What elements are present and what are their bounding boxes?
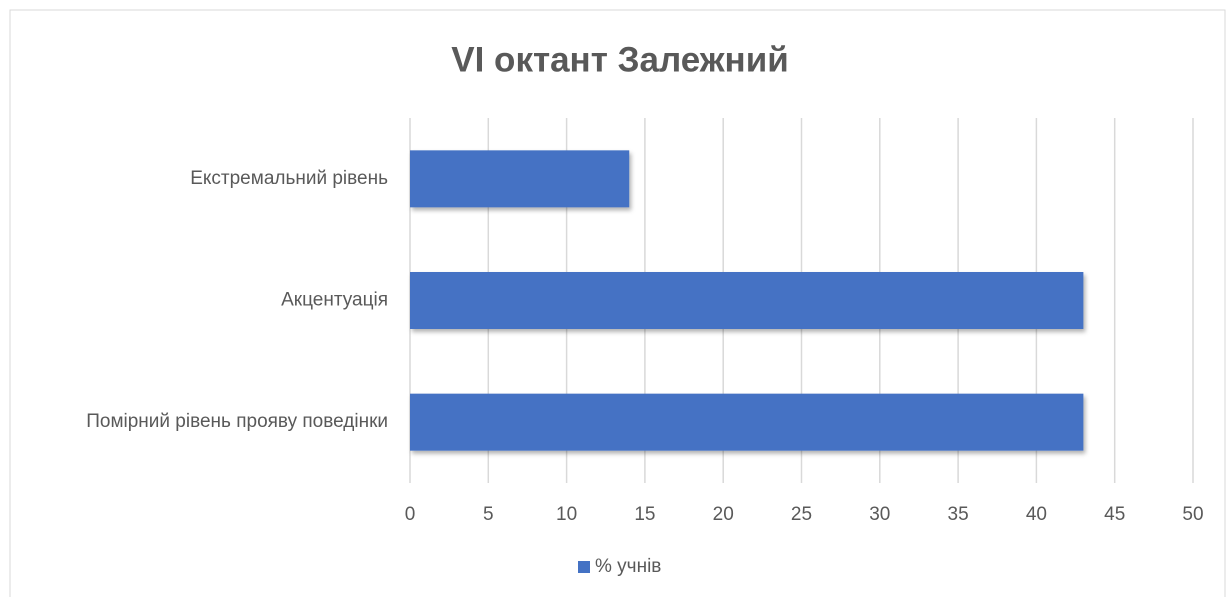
chart-title: VI октант Залежний [451,40,788,79]
x-tick-label: 45 [1104,504,1125,525]
x-tick-label: 25 [791,504,812,525]
x-tick-label: 30 [869,504,890,525]
x-tick-label: 10 [556,504,577,525]
x-tick-label: 5 [483,504,494,525]
x-tick-label: 35 [948,504,969,525]
y-tick-label: Екстремальний рівень [190,168,388,189]
bar [410,150,630,208]
bar [410,393,1084,451]
x-tick-label: 40 [1026,504,1047,525]
y-tick-label: Помірний рівень прояву поведінки [86,411,388,432]
x-tick-label: 50 [1182,504,1203,525]
bar [410,272,1084,329]
chart-frame [9,9,1226,597]
x-tick-label: 20 [713,504,734,525]
x-tick-label: 15 [634,504,655,525]
legend-swatch [578,561,590,573]
y-tick-label: Акцентуація [281,290,388,311]
x-tick-label: 0 [405,504,416,525]
legend-label: % учнів [595,556,661,577]
